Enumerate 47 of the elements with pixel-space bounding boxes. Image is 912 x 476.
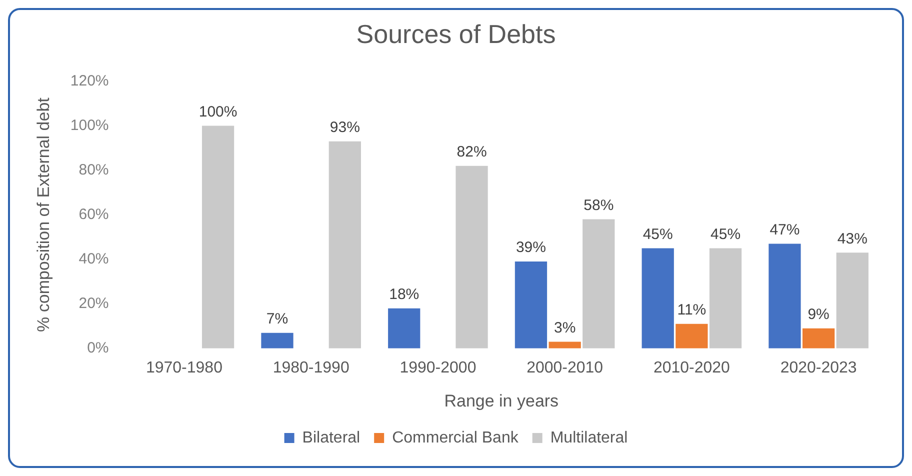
data-label: 9% — [808, 306, 830, 323]
data-label: 58% — [584, 196, 614, 214]
x-tick-label: 1970-1980 — [146, 359, 223, 376]
data-label: 82% — [456, 143, 487, 160]
data-label: 11% — [677, 302, 706, 319]
bar — [676, 324, 708, 348]
bar — [388, 308, 420, 348]
bar — [802, 328, 835, 348]
x-axis-title: Range in years — [444, 391, 559, 410]
data-label: 45% — [642, 226, 673, 243]
bar — [836, 252, 868, 348]
data-label: 18% — [389, 286, 420, 303]
data-label: 39% — [516, 239, 546, 256]
x-tick-label: 1990-2000 — [400, 359, 476, 376]
y-tick-label: 120% — [70, 72, 109, 90]
chart-title: Sources of Debts — [356, 18, 556, 49]
legend-label: Bilateral — [302, 429, 360, 446]
data-label: 7% — [266, 310, 288, 328]
y-tick-label: 80% — [78, 161, 109, 178]
bar — [642, 248, 674, 348]
data-label: 45% — [710, 226, 741, 243]
data-label: 3% — [554, 319, 576, 336]
data-label: 93% — [330, 118, 360, 136]
bar — [328, 141, 361, 348]
legend-label: Multilateral — [550, 429, 628, 446]
y-tick-label: 40% — [78, 250, 109, 268]
data-label: 43% — [837, 230, 868, 248]
bar — [768, 244, 801, 348]
x-tick-label: 2020-2023 — [780, 359, 857, 376]
x-tick-label: 2010-2020 — [653, 359, 730, 376]
y-tick-label: 20% — [78, 295, 109, 312]
bar — [514, 262, 548, 348]
legend-label: Commercial Bank — [392, 429, 520, 446]
y-tick-label: 0% — [87, 340, 109, 357]
bar — [709, 248, 742, 348]
data-label: 47% — [770, 221, 800, 238]
y-tick-label: 60% — [78, 206, 109, 223]
y-axis-title: % composition of External debt — [34, 97, 53, 332]
x-tick-label: 2000-2010 — [526, 359, 604, 376]
bar — [456, 166, 488, 348]
bar — [261, 332, 294, 348]
bar — [202, 126, 234, 348]
bar — [548, 342, 581, 348]
bar — [582, 219, 615, 348]
data-label: 100% — [198, 103, 238, 120]
y-tick-label: 100% — [70, 116, 109, 134]
x-tick-label: 1980-1990 — [272, 359, 350, 376]
